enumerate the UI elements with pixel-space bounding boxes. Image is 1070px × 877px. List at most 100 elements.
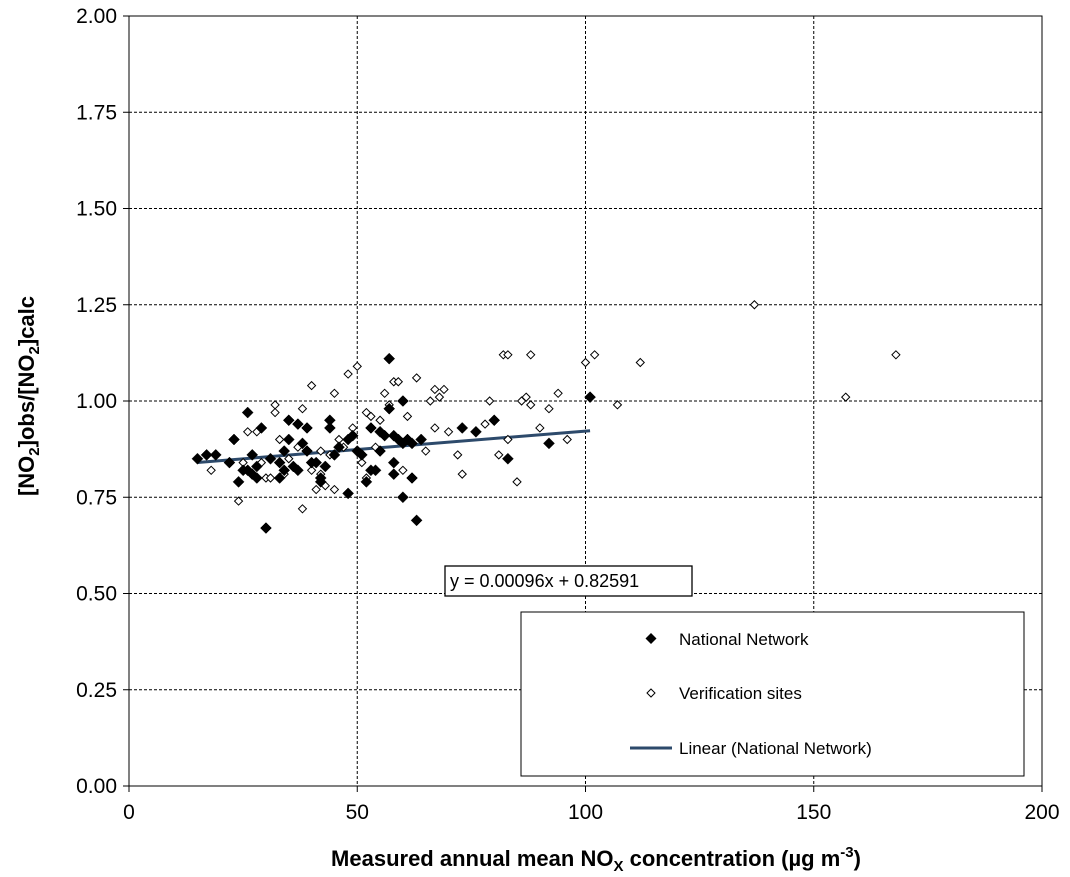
verification-site-point [494,450,504,460]
verification-site-point [242,427,253,437]
verification-site-point [512,477,522,487]
legend-marker-national-network [645,633,657,644]
national-network-point [282,414,295,427]
national-network-point [310,456,323,469]
national-network-point [355,449,368,461]
verification-site-point [206,465,216,476]
national-network-point [273,472,286,484]
verification-site-point [284,454,294,464]
verification-site-point [589,350,600,360]
verification-site-point [329,388,340,399]
verification-site-point [233,496,244,506]
verification-site-point [891,350,901,360]
trendline-group [197,429,591,464]
legend-label-linear: Linear (National Network) [679,739,872,758]
national-network-point [319,460,332,473]
verification-site-point [430,384,440,395]
legend-label-verification-sites: Verification sites [679,684,802,703]
national-network-point [250,460,263,473]
equation-label: y = 0.00096x + 0.82591 [450,571,639,591]
national-network-point [292,418,304,430]
national-network-point [406,472,418,484]
verification-site-point [635,357,645,368]
verification-site-point [526,350,536,360]
x-tick-label: 100 [568,801,603,824]
verification-site-point [840,392,851,402]
national-network-point [314,475,327,488]
verification-site-point [452,450,463,460]
national-network-point [223,456,236,469]
verification-site-point [274,434,285,445]
verification-site-point [352,361,362,372]
national-network-point [387,468,400,481]
legend-frame [520,611,1025,777]
verification-site-point [311,484,321,495]
y-tick-label: 1.75 [76,101,117,124]
x-tick-label: 50 [346,801,369,824]
national-network-point [397,395,409,407]
national-network-point [383,352,396,365]
x-tick-label: 200 [1024,801,1059,824]
verification-site-point [343,369,353,379]
national-network-point [378,429,391,442]
verification-site-point [402,411,413,422]
national-network-point [369,464,382,477]
national-network-point [301,445,313,457]
national-network-point [342,487,354,500]
national-network-point [333,441,345,454]
verification-site-point [393,377,404,387]
trendline [197,429,591,464]
verification-site-point [457,469,467,479]
y-tick-label: 0.00 [76,775,117,798]
y-tick-label: 0.25 [76,679,117,702]
y-axis-title: [NO2]obs/[NO2]calc [14,296,43,496]
national-network-point [273,456,286,469]
national-network-point [301,422,313,434]
national-network-point [324,422,336,434]
verification-site-point [316,446,326,456]
equation-frame [444,565,693,597]
national-network-point [292,464,304,477]
y-tick-label: 1.00 [76,390,117,413]
national-network-point [260,522,272,534]
verification-site-point [270,407,280,418]
verification-site-point [375,415,385,425]
verification-site-point [379,388,390,399]
verification-site-point [443,427,454,437]
verification-site-point [580,357,591,368]
national-network-point [456,422,469,434]
national-network-point [502,452,514,465]
verification-site-point [306,465,317,476]
verification-site-point [398,465,408,476]
verification-site-point [544,403,554,414]
y-axis-ticks: 0.00 0.25 0.50 0.75 1.00 1.25 1.50 1.75 2.00 [76,5,129,798]
y-tick-label: 1.50 [76,198,117,221]
legend-label-national-network: National Network [679,630,809,649]
verification-site-point [503,350,513,360]
verification-site-point [612,400,623,410]
national-network-point [278,445,291,457]
legend-marker-verification-sites [646,688,656,698]
verification-site-point [430,423,440,433]
verification-site-point [329,484,340,495]
y-tick-label: 2.00 [76,5,117,28]
national-network-point [406,437,418,450]
national-network-point [415,433,428,446]
legend: National Network Verification sites Line… [520,611,1025,777]
national-network-point [410,514,423,527]
verification-site-point [297,403,308,414]
data-points [191,300,901,534]
verification-site-point [749,300,760,310]
national-network-point [543,437,555,450]
x-tick-label: 150 [796,801,831,824]
verification-site-point [503,434,513,445]
national-network-point [397,491,409,504]
verification-site-point [526,400,536,410]
verification-site-point [480,419,490,429]
equation-box: y = 0.00096x + 0.82591 [444,565,693,597]
verification-site-point [553,388,563,399]
national-network-point [250,472,263,484]
verification-site-point [434,392,445,402]
national-network-point [346,429,359,442]
